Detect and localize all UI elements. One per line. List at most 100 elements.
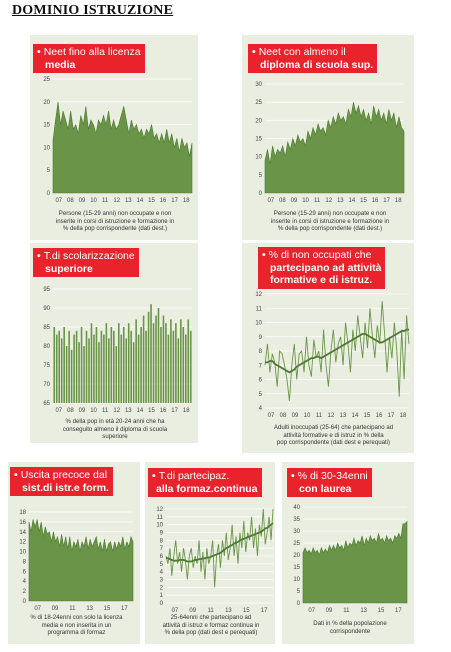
y-tick-label: 0	[259, 191, 263, 197]
y-tick-label: 70	[43, 382, 50, 388]
x-tick-label: 13	[125, 198, 132, 204]
y-tick-label: 0	[47, 191, 51, 197]
title-line: formative e di istruz.	[270, 274, 373, 286]
bar	[93, 334, 95, 403]
x-tick-label: 13	[225, 608, 232, 614]
bar	[160, 327, 162, 403]
caption-line: programma di formaz	[47, 629, 106, 637]
x-tick-label: 11	[207, 608, 214, 614]
y-tick-label: 25	[43, 77, 50, 83]
x-tick-label: 16	[160, 408, 167, 414]
title-line: % di 30-34enni	[297, 470, 368, 482]
caption-line: corrispondente	[329, 627, 371, 635]
y-tick-label: 80	[43, 344, 50, 350]
y-tick-label: 30	[293, 529, 300, 535]
y-tick-label: 16	[19, 520, 26, 526]
title-line: partecipano ad attività	[270, 261, 382, 274]
x-tick-label: 09	[189, 608, 196, 614]
x-tick-label: 07	[55, 408, 62, 414]
y-tick-label: 4	[23, 579, 27, 585]
y-tick-label: 25	[293, 541, 300, 547]
bar	[63, 327, 65, 403]
y-tick-label: 10	[255, 155, 262, 161]
x-tick-label: 17	[171, 198, 178, 204]
bar	[165, 323, 167, 403]
caption-line: Persone (15-29 anni) non occupate e non	[273, 210, 387, 217]
y-tick-label: 4	[160, 570, 164, 576]
caption-line: inserite in corsi di istruzione e formaz…	[270, 217, 390, 225]
caption-formazione-continua: Adulti inoccupati (25-64) che partecipan…	[256, 424, 411, 447]
chart-title-formazione-continua: •% di non occupati che partecipano ad at…	[258, 247, 386, 289]
x-tick-label: 07	[268, 413, 275, 419]
chart-neet-licenza: 0 5 10 15 20 25 07 08 09 10 11 12 13 14 15 16 17 18	[43, 77, 193, 204]
x-tick-label: 15	[243, 608, 250, 614]
x-tick-label: 09	[52, 606, 59, 612]
y-tick-label: 18	[19, 510, 26, 516]
x-tick-label: 11	[102, 198, 109, 204]
y-tick-label: 5	[160, 562, 164, 568]
y-tick-label: 12	[255, 292, 262, 298]
title-line: alla formaz.continua	[156, 482, 258, 495]
title-line: diploma di scuola sup.	[260, 58, 374, 71]
x-tick-label: 15	[364, 413, 371, 419]
y-tick-label: 2	[160, 585, 164, 591]
x-tick-label: 07	[172, 608, 179, 614]
x-tick-label: 10	[90, 198, 97, 204]
bar	[135, 319, 137, 403]
bar	[103, 334, 105, 403]
y-tick-label: 30	[255, 82, 262, 88]
y-tick-label: 14	[19, 530, 26, 536]
caption-line: attività di istruz e formaz continua in	[162, 621, 260, 629]
y-tick-label: 4	[259, 406, 263, 412]
chart-title-neet-licenza: • Neet fino alla licenza media	[33, 44, 145, 73]
x-tick-label: 17	[171, 408, 178, 414]
y-tick-label: 11	[256, 306, 263, 312]
title-line: superiore	[45, 262, 93, 275]
x-tick-label: 07	[308, 608, 315, 614]
y-tick-label: 3	[160, 578, 164, 584]
x-tick-label: 14	[349, 198, 356, 204]
chart-uscita-precoce: 0 2 4 6 8 10 12 14 16 18 07 09 11 13 15 17	[19, 510, 134, 612]
bar	[122, 327, 125, 403]
x-tick-label: 08	[67, 408, 74, 414]
series-line	[165, 522, 274, 563]
bar	[95, 327, 98, 403]
y-tick-label: 5	[47, 168, 51, 174]
y-tick-label: 25	[255, 100, 262, 106]
y-tick-label: 0	[23, 599, 27, 605]
x-tick-label: 07	[55, 198, 62, 204]
bar	[162, 315, 165, 403]
y-tick-label: 6	[259, 378, 263, 384]
bar	[100, 330, 103, 403]
x-tick-label: 17	[395, 608, 402, 614]
x-tick-label: 14	[137, 408, 144, 414]
x-tick-label: 15	[378, 608, 385, 614]
caption-line: % della pop corrispondente (dati dest.)	[62, 225, 168, 233]
bar	[98, 342, 100, 403]
x-tick-label: 15	[148, 408, 155, 414]
bar	[88, 338, 90, 403]
y-tick-label: 11	[157, 515, 164, 521]
x-tick-label: 08	[279, 198, 286, 204]
chart-title-scolarizzazione: • T.di scolarizzazione superiore	[33, 248, 139, 277]
y-tick-label: 10	[156, 523, 163, 529]
y-tick-label: 10	[19, 550, 26, 556]
x-tick-label: 09	[326, 608, 333, 614]
x-tick-label: 13	[125, 408, 132, 414]
x-tick-label: 17	[121, 606, 128, 612]
bar	[108, 338, 110, 403]
x-tick-label: 11	[316, 413, 323, 419]
x-tick-label: 07	[34, 606, 41, 612]
x-tick-label: 10	[302, 198, 309, 204]
chart-title-trentenni-laurea: •% di 30-34enni con laurea	[287, 468, 372, 497]
caption-line: % di 18-24enni con solo la licenza	[30, 614, 123, 621]
y-tick-label: 0	[297, 601, 301, 607]
x-tick-label: 15	[360, 198, 367, 204]
caption-line: 25-64enni che partecipano ad	[170, 614, 252, 621]
y-tick-label: 10	[293, 577, 300, 583]
y-tick-label: 35	[293, 517, 300, 523]
x-tick-label: 18	[183, 408, 190, 414]
x-tick-label: 12	[113, 408, 120, 414]
bar	[127, 323, 130, 403]
x-tick-label: 17	[383, 198, 390, 204]
